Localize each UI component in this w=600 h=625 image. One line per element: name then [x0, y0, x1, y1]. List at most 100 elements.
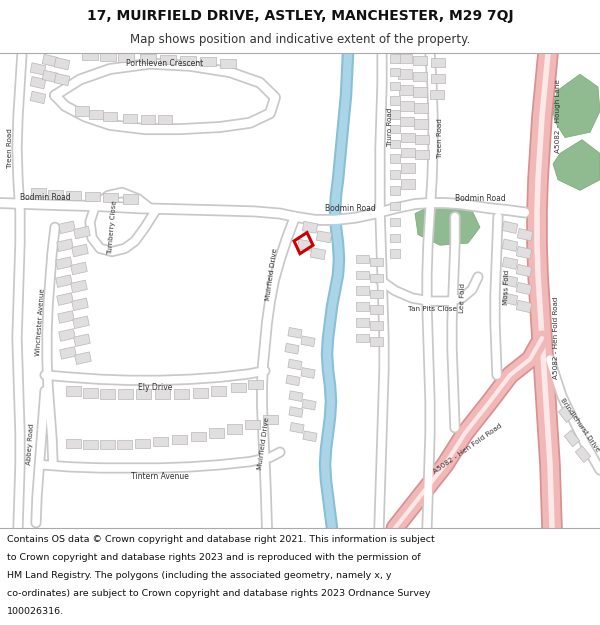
Bar: [155, 389, 170, 399]
Bar: [122, 194, 137, 204]
Bar: [100, 389, 115, 399]
Bar: [390, 186, 400, 194]
Bar: [413, 56, 427, 65]
Bar: [152, 437, 167, 446]
Bar: [502, 293, 518, 305]
Bar: [414, 103, 428, 112]
Bar: [65, 191, 80, 201]
Text: Bodmin Road: Bodmin Road: [20, 193, 70, 202]
Bar: [59, 221, 75, 234]
Bar: [100, 51, 116, 61]
Bar: [390, 154, 400, 163]
Bar: [390, 54, 400, 62]
Polygon shape: [553, 139, 600, 191]
Bar: [290, 422, 304, 433]
Bar: [288, 359, 302, 370]
Bar: [370, 274, 383, 282]
Bar: [89, 109, 103, 119]
Bar: [370, 258, 383, 266]
Text: A5082 - Hen Fold Road: A5082 - Hen Fold Road: [553, 297, 559, 379]
Bar: [141, 115, 155, 124]
Bar: [390, 96, 400, 105]
Text: Winchester Avenue: Winchester Avenue: [35, 288, 46, 356]
Bar: [65, 439, 80, 448]
Text: Abbey Road: Abbey Road: [26, 423, 34, 464]
Bar: [516, 282, 532, 295]
Bar: [399, 86, 413, 95]
Bar: [248, 380, 263, 389]
Text: co-ordinates) are subject to Crown copyright and database rights 2023 Ordnance S: co-ordinates) are subject to Crown copyr…: [7, 589, 431, 598]
Bar: [74, 334, 90, 346]
Bar: [301, 368, 315, 378]
Bar: [42, 70, 58, 82]
Bar: [58, 311, 74, 323]
Bar: [30, 91, 46, 104]
Bar: [502, 275, 518, 288]
Bar: [103, 193, 118, 202]
Bar: [72, 244, 88, 257]
Bar: [82, 51, 98, 60]
Bar: [415, 150, 429, 159]
Bar: [502, 221, 518, 234]
Bar: [355, 302, 368, 311]
Bar: [516, 300, 532, 312]
Bar: [575, 446, 590, 462]
Bar: [413, 88, 427, 97]
Text: Ely Drive: Ely Drive: [138, 383, 172, 392]
Text: 17, MUIRFIELD DRIVE, ASTLEY, MANCHESTER, M29 7QJ: 17, MUIRFIELD DRIVE, ASTLEY, MANCHESTER,…: [86, 9, 514, 23]
Bar: [390, 68, 400, 76]
Bar: [74, 226, 90, 239]
Bar: [390, 82, 400, 90]
Bar: [71, 280, 87, 292]
Text: Contains OS data © Crown copyright and database right 2021. This information is : Contains OS data © Crown copyright and d…: [7, 535, 435, 544]
Bar: [370, 337, 383, 346]
Text: A5082 - Hough Lane: A5082 - Hough Lane: [555, 79, 561, 153]
Bar: [565, 430, 580, 447]
Bar: [200, 57, 216, 66]
Bar: [116, 440, 131, 449]
Text: Tan Pits Close: Tan Pits Close: [407, 306, 457, 312]
Bar: [134, 439, 149, 448]
Bar: [310, 248, 326, 259]
Bar: [75, 352, 91, 364]
Bar: [30, 62, 46, 75]
Text: Tintern Avenue: Tintern Avenue: [131, 472, 189, 481]
Text: 100026316.: 100026316.: [7, 607, 64, 616]
Text: Bodmin Road: Bodmin Road: [455, 194, 505, 203]
Text: Bodmin Road: Bodmin Road: [325, 204, 376, 212]
Bar: [516, 246, 532, 259]
Polygon shape: [552, 74, 600, 138]
Bar: [398, 69, 412, 79]
Bar: [413, 72, 427, 81]
Bar: [72, 298, 88, 311]
Text: HM Land Registry. The polygons (including the associated geometry, namely x, y: HM Land Registry. The polygons (includin…: [7, 571, 392, 580]
Bar: [430, 89, 444, 99]
Bar: [288, 328, 302, 338]
Bar: [31, 188, 46, 198]
Text: to Crown copyright and database rights 2023 and is reproduced with the permissio: to Crown copyright and database rights 2…: [7, 553, 421, 562]
Bar: [398, 54, 412, 63]
Text: Muirfield Drive: Muirfield Drive: [257, 417, 271, 471]
Bar: [57, 239, 73, 251]
Bar: [75, 106, 89, 116]
Bar: [390, 110, 400, 119]
Bar: [355, 334, 368, 342]
Text: Muirfield Drive: Muirfield Drive: [265, 248, 278, 301]
Bar: [302, 399, 316, 410]
Bar: [42, 54, 58, 67]
Bar: [401, 148, 415, 157]
Bar: [54, 58, 70, 70]
Bar: [140, 54, 156, 63]
Text: Truro Road: Truro Road: [387, 108, 393, 146]
Bar: [57, 292, 73, 306]
Bar: [517, 229, 533, 241]
Bar: [286, 375, 300, 386]
Text: Treen Road: Treen Road: [7, 128, 13, 168]
Bar: [316, 231, 332, 242]
Bar: [370, 321, 383, 329]
Bar: [414, 119, 428, 129]
Bar: [71, 262, 87, 275]
Bar: [301, 336, 315, 347]
Bar: [160, 55, 176, 64]
Bar: [355, 286, 368, 295]
